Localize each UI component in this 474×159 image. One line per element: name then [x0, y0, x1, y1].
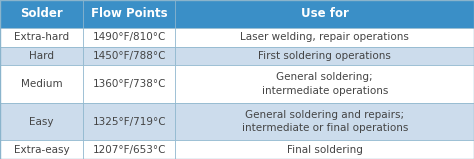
Bar — [175, 28, 474, 47]
Bar — [0, 0, 83, 28]
Text: Solder: Solder — [20, 7, 63, 20]
Text: Final soldering: Final soldering — [287, 145, 363, 155]
Bar — [0, 28, 83, 47]
Text: 1450°F/788°C: 1450°F/788°C — [92, 51, 166, 61]
Text: First soldering operations: First soldering operations — [258, 51, 391, 61]
Text: Easy: Easy — [29, 117, 54, 127]
Text: 1325°F/719°C: 1325°F/719°C — [92, 117, 166, 127]
Text: Hard: Hard — [29, 51, 54, 61]
Bar — [175, 47, 474, 65]
Bar — [0, 65, 83, 103]
Text: 1207°F/653°C: 1207°F/653°C — [92, 145, 166, 155]
Bar — [83, 0, 175, 28]
Bar — [175, 0, 474, 28]
Text: Extra-hard: Extra-hard — [14, 32, 69, 42]
Text: Use for: Use for — [301, 7, 349, 20]
Bar — [0, 140, 83, 159]
Bar — [175, 103, 474, 140]
Bar — [83, 47, 175, 65]
Text: Flow Points: Flow Points — [91, 7, 167, 20]
Text: Extra-easy: Extra-easy — [14, 145, 69, 155]
Bar — [83, 140, 175, 159]
Bar — [83, 28, 175, 47]
Bar — [83, 103, 175, 140]
Text: General soldering;
intermediate operations: General soldering; intermediate operatio… — [262, 73, 388, 96]
Bar — [175, 140, 474, 159]
Bar — [0, 103, 83, 140]
Bar — [175, 65, 474, 103]
Text: 1360°F/738°C: 1360°F/738°C — [92, 79, 166, 89]
Text: Medium: Medium — [21, 79, 62, 89]
Bar — [0, 47, 83, 65]
Text: 1490°F/810°C: 1490°F/810°C — [92, 32, 166, 42]
Text: Laser welding, repair operations: Laser welding, repair operations — [240, 32, 409, 42]
Bar — [83, 65, 175, 103]
Text: General soldering and repairs;
intermediate or final operations: General soldering and repairs; intermedi… — [241, 110, 408, 133]
